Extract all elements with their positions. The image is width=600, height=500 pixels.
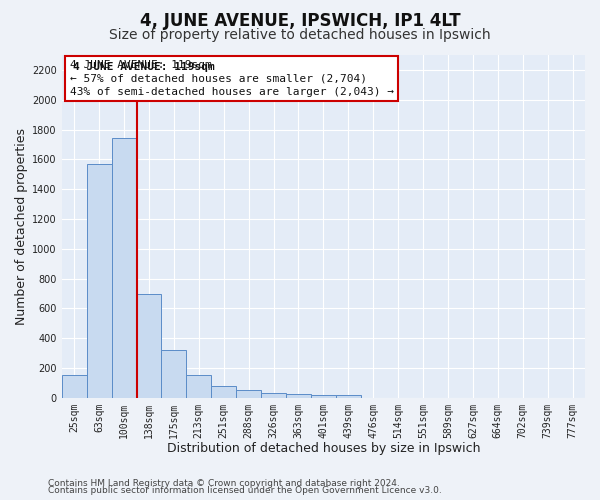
Bar <box>86 164 112 398</box>
Text: Contains public sector information licensed under the Open Government Licence v3: Contains public sector information licen… <box>48 486 442 495</box>
Bar <box>236 390 261 398</box>
Bar <box>211 386 236 398</box>
Text: 4 JUNE AVENUE: 119sqm: 4 JUNE AVENUE: 119sqm <box>73 62 215 72</box>
Bar <box>112 138 137 398</box>
Bar <box>161 350 187 398</box>
Bar <box>137 294 161 398</box>
Text: 4, JUNE AVENUE, IPSWICH, IP1 4LT: 4, JUNE AVENUE, IPSWICH, IP1 4LT <box>140 12 460 30</box>
Y-axis label: Number of detached properties: Number of detached properties <box>15 128 28 325</box>
Bar <box>286 394 311 398</box>
Bar <box>62 374 86 398</box>
Text: 4 JUNE AVENUE: 119sqm
← 57% of detached houses are smaller (2,704)
43% of semi-d: 4 JUNE AVENUE: 119sqm ← 57% of detached … <box>70 60 394 96</box>
Bar <box>187 376 211 398</box>
Text: Size of property relative to detached houses in Ipswich: Size of property relative to detached ho… <box>109 28 491 42</box>
Text: Contains HM Land Registry data © Crown copyright and database right 2024.: Contains HM Land Registry data © Crown c… <box>48 478 400 488</box>
Bar <box>261 394 286 398</box>
Bar <box>336 396 361 398</box>
X-axis label: Distribution of detached houses by size in Ipswich: Distribution of detached houses by size … <box>167 442 480 455</box>
Bar <box>311 394 336 398</box>
